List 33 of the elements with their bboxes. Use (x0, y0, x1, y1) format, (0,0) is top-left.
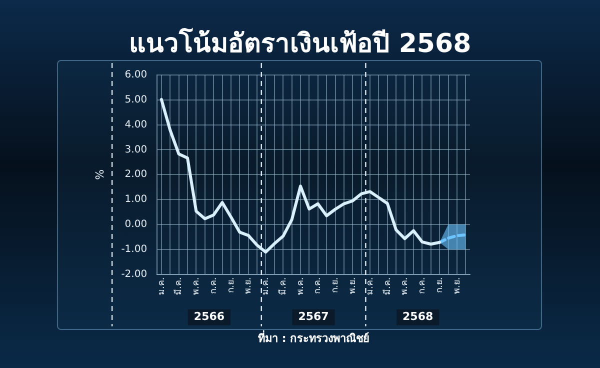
chart-title: แนวโน้มอัตราเงินเฟ้อปี 2568 (128, 26, 472, 61)
x-tick-label: ม.ค. (156, 277, 167, 296)
x-tick-label: พ.ย. (452, 277, 462, 294)
y-tick-label: -2.00 (121, 268, 148, 280)
x-tick-label: ก.ค. (208, 277, 219, 294)
x-tick-label: มี.ค. (277, 277, 288, 296)
y-tick-label: 6.00 (124, 70, 148, 81)
text: ที่มา : กระทรวงพาณิชย์ (258, 330, 370, 346)
text: 2567 (298, 310, 329, 324)
y-tick-label: -1.00 (121, 244, 148, 255)
x-tick-label: ก.ค. (313, 277, 324, 294)
x-tick-label: มี.ค. (173, 277, 184, 296)
x-tick-label: มี.ค. (382, 277, 393, 296)
y-tick-label: 3.00 (124, 144, 148, 156)
x-tick-label: พ.ค. (296, 277, 306, 296)
y-tick-label: 2.00 (124, 169, 148, 180)
x-tick-label: พ.ย. (348, 277, 358, 294)
x-tick-label: ก.ย. (330, 277, 341, 294)
x-tick-label: ก.ค. (418, 277, 428, 294)
y-axis-title: % (93, 169, 106, 180)
y-tick-label: 0.00 (124, 219, 148, 230)
x-tick-label: พ.ค. (192, 277, 202, 296)
x-tick-label: ม.ค. (365, 277, 376, 296)
x-tick-label: พ.ย. (244, 277, 254, 294)
x-tick-label: ก.ย. (434, 277, 445, 294)
y-tick-label: 4.00 (124, 119, 148, 130)
text: 2568 (402, 310, 434, 324)
x-tick-label: ก.ย. (226, 277, 236, 294)
y-tick-label: 1.00 (124, 194, 148, 206)
x-tick-label: ม.ค. (261, 277, 272, 296)
text: 2566 (194, 310, 225, 324)
x-tick-label: พ.ค. (400, 277, 410, 296)
y-tick-label: 5.00 (124, 94, 148, 106)
